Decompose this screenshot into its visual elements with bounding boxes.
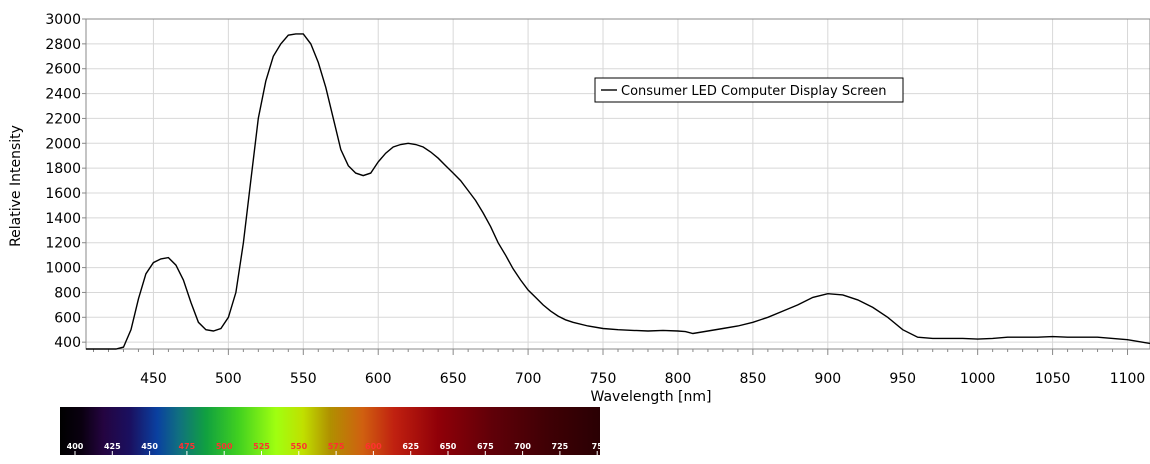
spectrum-label: 400 xyxy=(67,442,84,451)
x-tick-label: 550 xyxy=(290,371,317,387)
visible-spectrum-bar: 400 425 450 475 500 525 550 575 600 625 650 675 700 7… xyxy=(60,407,603,455)
x-tick-label: 1100 xyxy=(1110,371,1146,387)
y-tick-label: 600 xyxy=(54,310,81,326)
y-tick-label: 2200 xyxy=(45,111,81,127)
y-tick-label: 800 xyxy=(54,285,81,301)
legend-entry-label: Consumer LED Computer Display Screen xyxy=(621,84,887,99)
x-tick-label: 850 xyxy=(740,371,767,387)
spectrum-label: 500 xyxy=(216,442,233,451)
y-tick-label: 1000 xyxy=(45,261,81,277)
y-tick-label: 1800 xyxy=(45,161,81,177)
y-tick-label: 2800 xyxy=(45,37,81,53)
x-tick-label: 800 xyxy=(665,371,692,387)
series-line xyxy=(86,33,1150,350)
y-tick-label: 2000 xyxy=(45,136,81,152)
legend-box xyxy=(594,77,904,103)
y-tick-label: 3000 xyxy=(45,12,81,28)
spectrum-label: 475 xyxy=(179,442,196,451)
x-tick-label: 500 xyxy=(215,371,242,387)
grid xyxy=(86,18,1150,349)
spectrum-label: 450 xyxy=(141,442,158,451)
y-tick-label: 1600 xyxy=(45,186,81,202)
y-tick-label: 400 xyxy=(54,335,81,351)
spectrum-label: 575 xyxy=(328,442,345,451)
spectrum-label: 650 xyxy=(440,442,457,451)
spectrum-gradient xyxy=(60,407,600,455)
x-tick-label: 700 xyxy=(515,371,542,387)
y-tick-label: 1400 xyxy=(45,211,81,227)
spectrum-label: 525 xyxy=(253,442,270,451)
x-tick-label: 1000 xyxy=(960,371,996,387)
x-tick-label: 1050 xyxy=(1035,371,1071,387)
x-tick-labels: 450 500 550 600 650 700 750 800 850 900 950 1000 105… xyxy=(92,349,1146,387)
spectrum-label: 675 xyxy=(477,442,494,451)
y-axis-title: Relative Intensity xyxy=(8,125,24,247)
spectrum-label: 625 xyxy=(402,442,419,451)
x-tick-label: 450 xyxy=(140,371,167,387)
spectrum-label: 700 xyxy=(514,442,531,451)
y-tick-label: 2600 xyxy=(45,62,81,78)
x-tick-label: 950 xyxy=(889,371,916,387)
spectrum-label: 725 xyxy=(552,442,569,451)
y-tick-labels: 400 600 800 1000 1200 1400 1600 1800 2000 2200 240… xyxy=(45,12,86,351)
x-tick-label: 900 xyxy=(814,371,841,387)
spectrum-label: 550 xyxy=(290,442,307,451)
y-tick-label: 2400 xyxy=(45,87,81,103)
x-tick-label: 600 xyxy=(365,371,392,387)
x-tick-label: 750 xyxy=(590,371,617,387)
legend[interactable]: Consumer LED Computer Display Screen xyxy=(594,77,904,103)
spectrum-label: 600 xyxy=(365,442,382,451)
x-axis-title: Wavelength [nm] xyxy=(591,389,712,405)
spectrum-label: 425 xyxy=(104,442,121,451)
y-tick-label: 1200 xyxy=(45,236,81,252)
x-tick-label: 650 xyxy=(440,371,467,387)
spectrum-labels: 400 425 450 475 500 525 550 575 600 625 650 675 700 7… xyxy=(67,442,604,455)
spectrum-label: 75 xyxy=(592,442,604,451)
